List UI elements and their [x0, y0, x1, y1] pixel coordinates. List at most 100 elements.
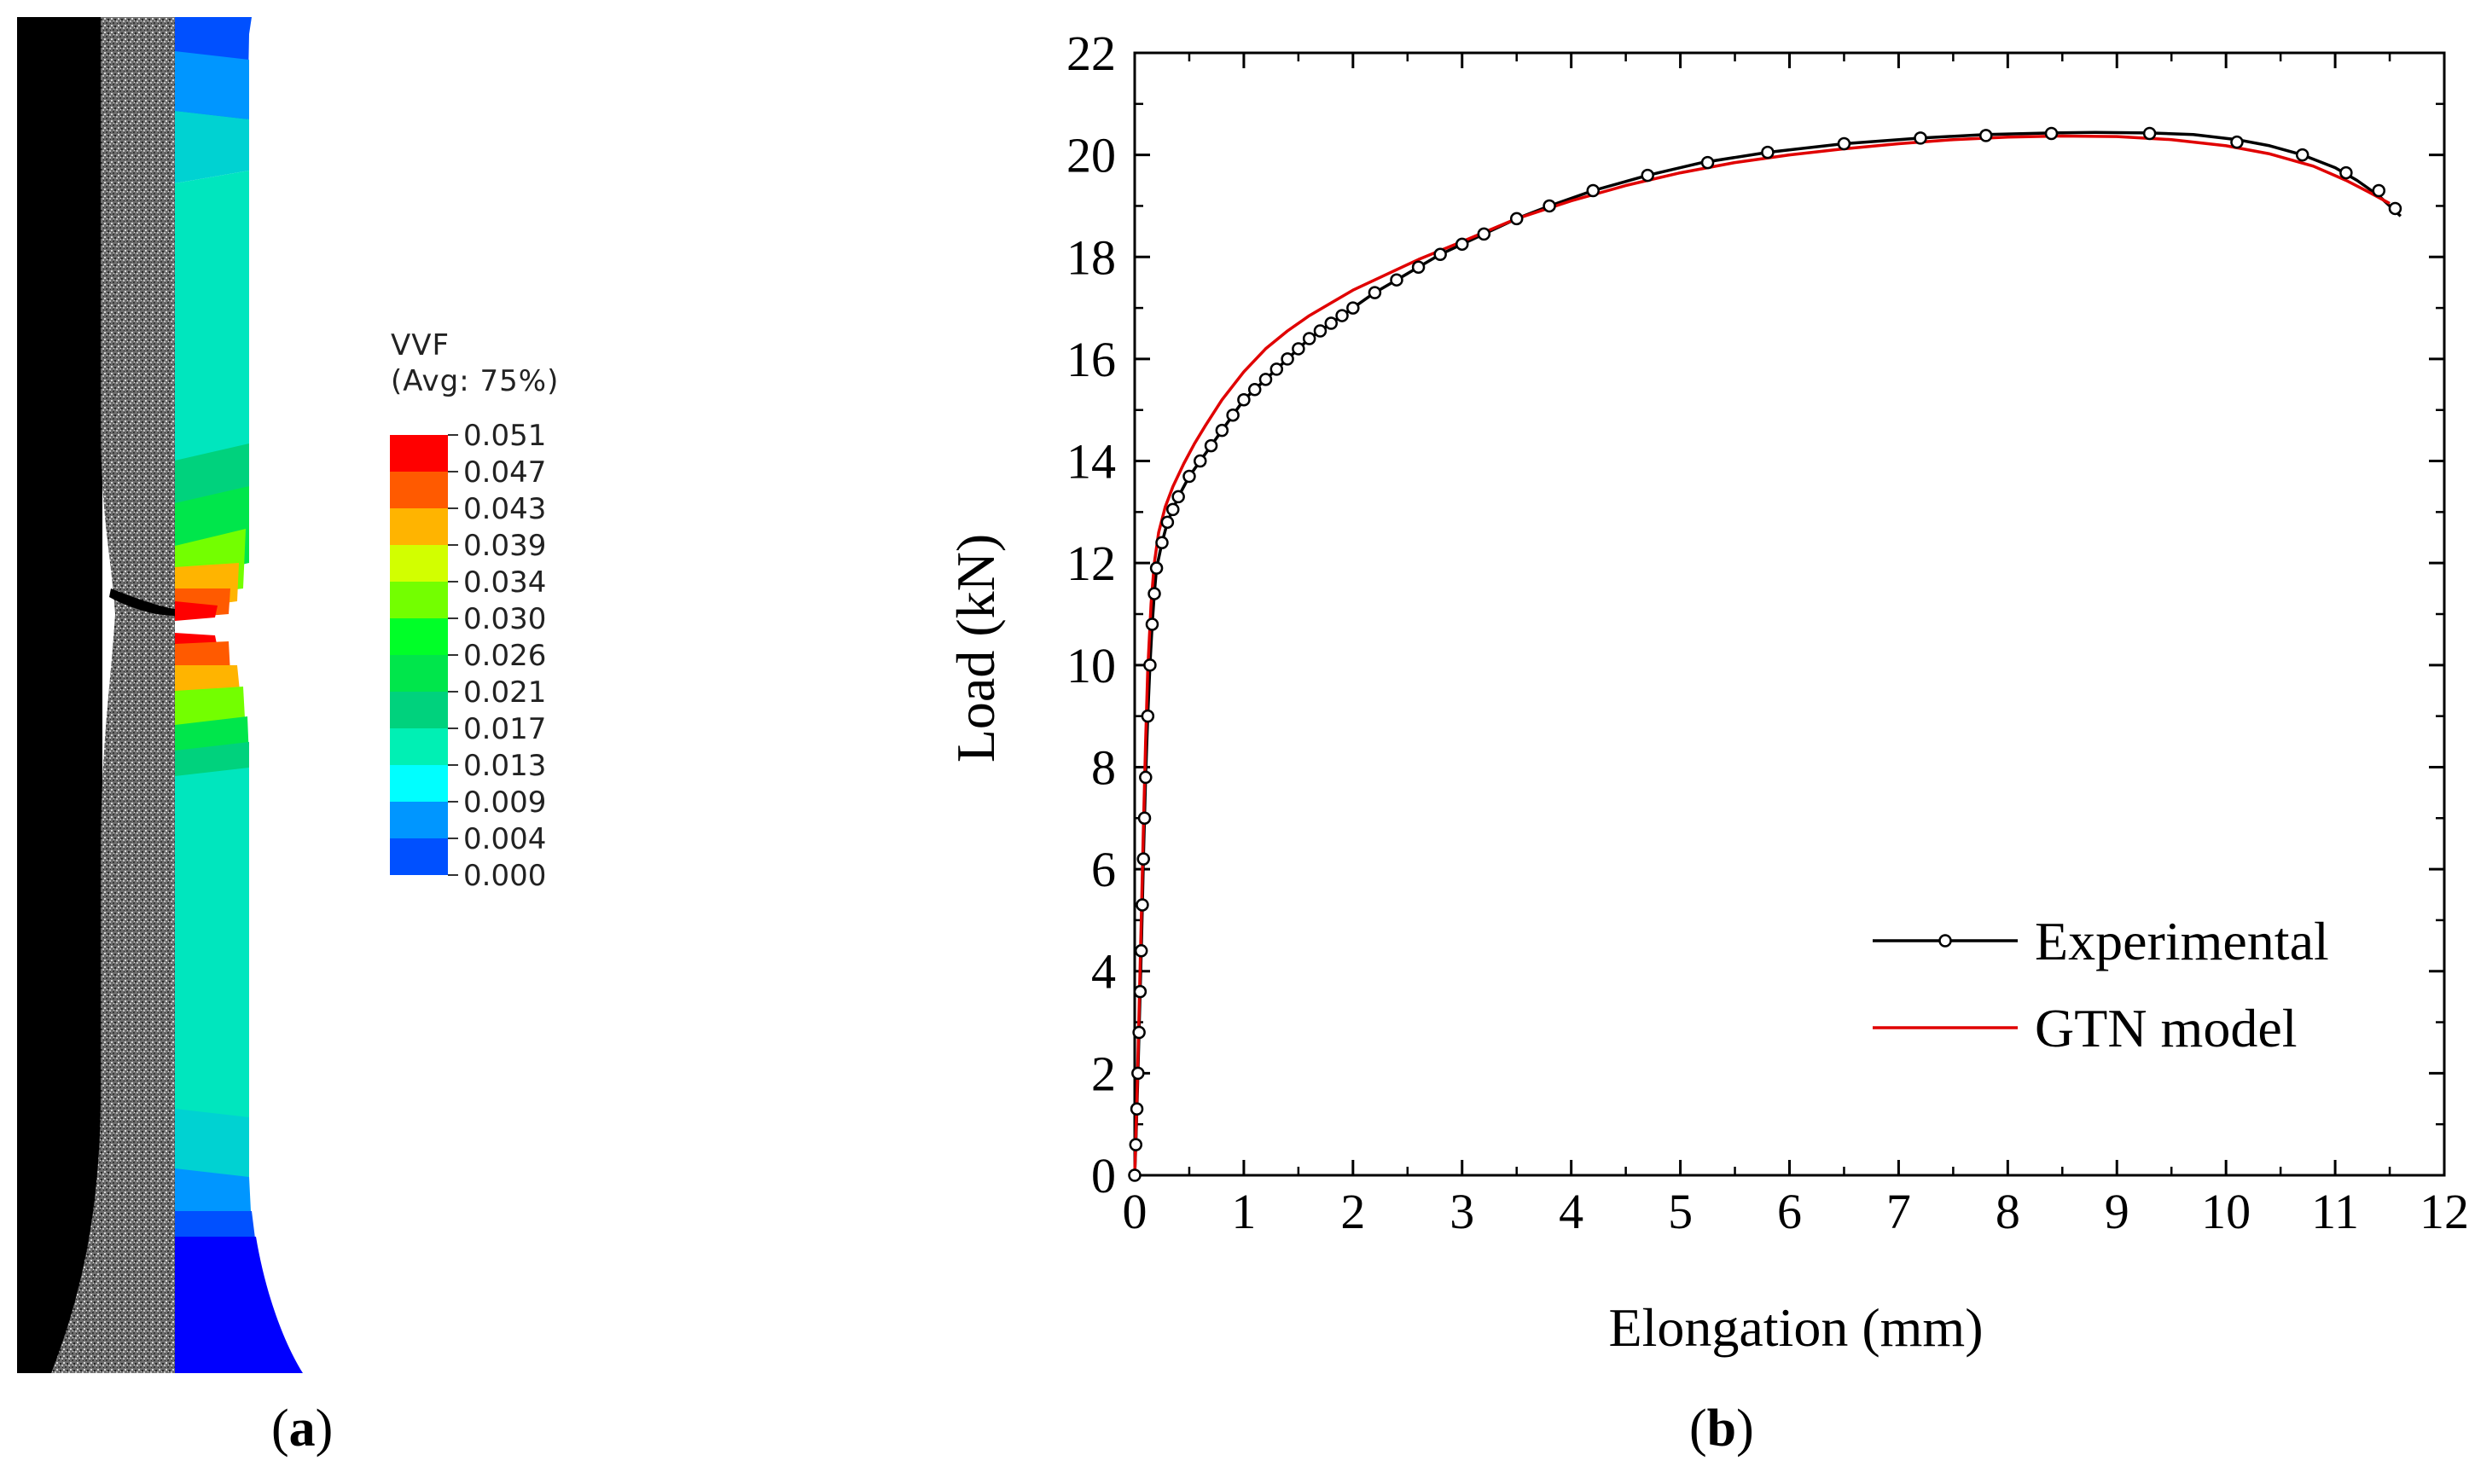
x-axis: 0 1 2 3 4 5 6 7 8 9 10 11 12	[1123, 53, 2469, 1239]
colorbar-label: 0.047	[463, 455, 546, 490]
experimental-point	[1258, 373, 1273, 386]
experimental-point	[1433, 247, 1447, 262]
experimental-point	[1302, 332, 1316, 345]
experimental-point	[1149, 561, 1164, 575]
experimental-point	[1194, 454, 1207, 468]
y-tick-label: 8	[1091, 739, 1116, 795]
experimental-point	[1247, 383, 1262, 397]
y-tick-label: 0	[1091, 1148, 1116, 1203]
colorbar-swatch	[390, 618, 448, 655]
caption-a-open: (	[271, 1400, 289, 1458]
x-tick-label: 1	[1231, 1184, 1256, 1239]
colorbar-swatch	[390, 728, 448, 765]
experimental-point	[1761, 145, 1775, 159]
experimental-point	[1155, 536, 1169, 550]
experimental-point	[1129, 1138, 1143, 1151]
experimental-point	[1411, 260, 1426, 274]
legend-title: VVF	[391, 328, 450, 362]
colorbar-label: 0.004	[463, 822, 546, 856]
experimental-point	[1171, 490, 1185, 504]
dic-crack	[109, 588, 175, 616]
colorbar-label: 0.017	[463, 712, 546, 746]
experimental-point	[1324, 316, 1338, 330]
colorbar-label: 0.043	[463, 492, 546, 526]
experimental-point	[1141, 709, 1155, 723]
experimental-point	[1204, 438, 1218, 453]
x-tick-label: 2	[1340, 1184, 1365, 1239]
x-tick-label: 5	[1668, 1184, 1693, 1239]
experimental-point	[1145, 617, 1159, 631]
x-tick-label: 11	[2311, 1184, 2359, 1239]
caption-b: (b)	[1689, 1399, 1754, 1459]
experimental-point	[1166, 502, 1180, 517]
x-tick-label: 9	[2105, 1184, 2129, 1239]
series-layer	[1128, 126, 2402, 1182]
colorbar-label: 0.026	[463, 639, 546, 673]
colorbar-swatch	[390, 692, 448, 728]
experimental-point	[1455, 237, 1469, 252]
experimental-point	[1269, 362, 1284, 376]
y-axis-title: Load (kN)	[945, 534, 1006, 762]
experimental-point	[1979, 129, 1993, 142]
colorbar-swatch	[390, 765, 448, 802]
caption-b-close: )	[1736, 1400, 1754, 1458]
caption-b-letter: b	[1706, 1400, 1737, 1458]
colorbar-label: 0.000	[463, 859, 546, 893]
experimental-point	[1509, 212, 1524, 226]
experimental-point	[1128, 1168, 1142, 1182]
experimental-point	[1132, 1025, 1146, 1040]
colorbar-swatch	[390, 508, 448, 545]
y-tick-label: 6	[1091, 842, 1116, 897]
experimental-point	[1139, 770, 1153, 785]
colorbar-label: 0.034	[463, 565, 546, 600]
legend-label-experimental: Experimental	[2035, 911, 2329, 971]
experimental-point	[1586, 183, 1600, 198]
y-tick-label: 16	[1066, 332, 1116, 387]
experimental-point	[1543, 199, 1556, 213]
experimental-point	[1837, 136, 1851, 151]
x-axis-title: Elongation (mm)	[1608, 1297, 1983, 1358]
colorbar-label: 0.039	[463, 529, 546, 563]
specimen-image	[17, 17, 303, 1373]
colorbar-swatch	[390, 838, 448, 875]
colorbar-swatch	[390, 655, 448, 692]
experimental-point	[1160, 515, 1175, 530]
experimental-point	[1477, 227, 1491, 241]
y-tick-label: 18	[1066, 229, 1116, 285]
y-tick-label: 20	[1066, 128, 1116, 183]
experimental-point	[1134, 944, 1148, 958]
y-tick-label: 4	[1091, 944, 1116, 1000]
y-axis: 0 2 4 6 8 10 12 14 16 18 20 22	[1066, 26, 2444, 1203]
x-tick-label: 6	[1777, 1184, 1802, 1239]
speckle-specimen	[51, 17, 175, 1373]
experimental-point	[1346, 301, 1360, 315]
x-tick-label: 10	[2201, 1184, 2251, 1239]
colorbar-label: 0.013	[463, 749, 546, 783]
y-tick-label: 10	[1066, 638, 1116, 693]
x-tick-label: 8	[1996, 1184, 2020, 1239]
legend-marker-experimental	[1938, 934, 1952, 948]
x-tick-label: 4	[1559, 1184, 1583, 1239]
vvf-legend: VVF (Avg: 75%) 0.051 0.047 0.043 0.039 0.034…	[388, 328, 695, 908]
x-tick-label: 12	[2420, 1184, 2469, 1239]
experimental-point	[1313, 324, 1328, 338]
colorbar-label: 0.030	[463, 602, 546, 636]
experimental-point	[2372, 183, 2385, 198]
colorbar-swatch	[390, 582, 448, 618]
chart-legend: Experimental GTN model	[1873, 911, 2329, 1058]
experimental-point	[1335, 309, 1349, 322]
y-tick-label: 12	[1066, 536, 1116, 591]
legend-label-gtn: GTN model	[2035, 998, 2298, 1058]
x-tick-label: 3	[1450, 1184, 1474, 1239]
experimental-point	[1137, 811, 1152, 826]
experimental-point	[2044, 126, 2059, 141]
caption-b-open: (	[1689, 1400, 1707, 1458]
colorbar-swatch	[390, 802, 448, 838]
colorbar: 0.0510.0470.0430.0390.0340.0300.0260.021…	[390, 419, 546, 893]
caption-a-letter: a	[288, 1400, 316, 1458]
panel-a: VVF (Avg: 75%) 0.051 0.047 0.043 0.039 0.034…	[0, 0, 648, 1484]
x-tick-label: 0	[1123, 1184, 1147, 1239]
experimental-point	[1281, 352, 1294, 366]
experimental-point	[1226, 408, 1240, 422]
